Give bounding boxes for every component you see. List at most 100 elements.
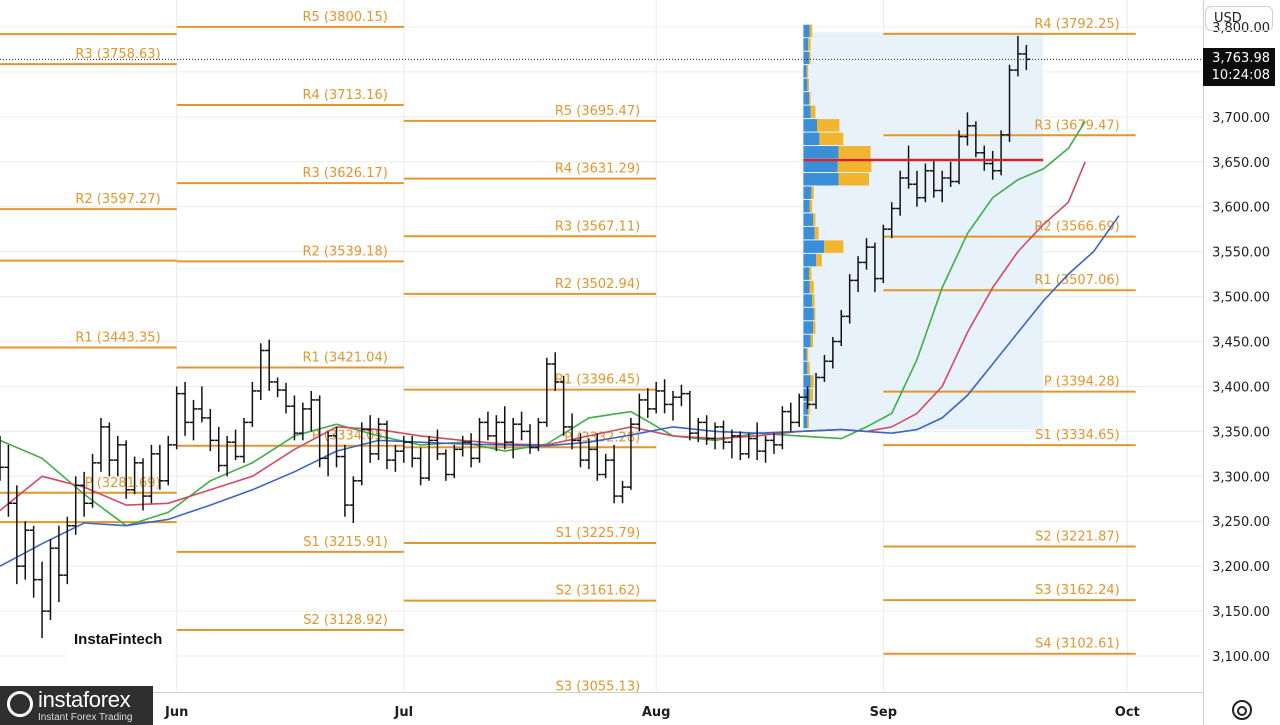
ohlc-bar — [29, 525, 38, 598]
ohlc-bar — [315, 395, 324, 468]
volume-bar-up — [803, 321, 814, 334]
current-price-value: 3,763.98 — [1212, 51, 1270, 67]
ohlc-bar — [862, 238, 871, 270]
volume-bar-up — [803, 132, 820, 146]
x-tick-label-oct: Oct — [1115, 705, 1140, 720]
ohlc-bar — [955, 130, 964, 185]
pivot-label-r3: R3 (3626.17) — [302, 166, 387, 181]
ohlc-bar — [963, 112, 972, 146]
volume-bar-up — [803, 173, 839, 186]
ohlc-bar — [63, 516, 72, 585]
volume-bar-up — [803, 388, 810, 402]
volume-bar-down — [808, 38, 811, 51]
ohlc-bar — [626, 417, 635, 490]
ohlc-bar — [938, 170, 947, 203]
ohlc-bar — [467, 433, 476, 468]
highlight-range — [803, 32, 1044, 430]
volume-bar-down — [824, 240, 844, 253]
ma-line-2 — [0, 215, 1120, 567]
pivot-levels: R3 (3758.63) R2 (3597.27) R1 (3443.35) P (3… — [0, 10, 1136, 698]
ohlc-bar — [769, 433, 778, 454]
pivot-label-s3: S3 (3162.24) — [1035, 583, 1120, 598]
volume-bar-down — [808, 402, 810, 415]
ohlc-bar — [559, 375, 568, 436]
volume-bar-up — [803, 38, 809, 51]
volume-bar-up — [803, 226, 815, 240]
x-tick-label-jun: Jun — [164, 705, 188, 720]
ohlc-bar — [904, 145, 913, 189]
y-tick-label: 3,600.00 — [1212, 201, 1270, 216]
y-tick-label: 3,800.00 — [1212, 21, 1270, 36]
volume-bar-up — [803, 240, 825, 253]
volume-bar-down — [809, 92, 811, 105]
volume-bar-down — [806, 348, 809, 361]
ohlc-bar — [349, 476, 358, 524]
ohlc-bar — [366, 415, 375, 463]
y-tick-label: 3,200.00 — [1212, 560, 1270, 575]
pivot-label-r4: R4 (3792.25) — [1034, 17, 1119, 32]
ohlc-bar — [38, 561, 47, 639]
y-tick-label: 3,100.00 — [1212, 650, 1270, 665]
ohlc-bar — [139, 458, 148, 511]
ohlc-bar — [542, 357, 551, 427]
y-tick-label: 3,300.00 — [1212, 470, 1270, 485]
volume-bar-up — [803, 402, 809, 415]
settings-gear-icon[interactable] — [1232, 700, 1252, 720]
pivot-label-r1: R1 (3443.35) — [75, 330, 160, 345]
pivot-label-r2: R2 (3566.69) — [1034, 220, 1119, 235]
volume-bar-up — [803, 280, 810, 294]
pivot-label-p: P (3394.28) — [1044, 375, 1120, 390]
ohlc-bar — [509, 417, 518, 459]
volume-bar-down — [819, 132, 844, 146]
pivot-label-r4: R4 (3713.16) — [302, 88, 387, 103]
ohlc-bar — [1005, 64, 1014, 142]
pivot-label-r1: R1 (3421.04) — [302, 351, 387, 366]
pivot-label-s1: S1 (3225.79) — [556, 526, 641, 541]
ohlc-bar — [416, 447, 425, 486]
volume-bar-down — [809, 267, 812, 280]
ohlc-bar — [795, 393, 804, 427]
y-tick-label: 3,350.00 — [1212, 425, 1270, 440]
volume-bar-down — [809, 388, 814, 402]
volume-bar-up — [803, 348, 807, 361]
grid-lines — [0, 0, 1203, 692]
currency-selector[interactable]: USD — [1205, 6, 1273, 31]
ohlc-bar — [248, 381, 257, 427]
instaforex-logo: instaforex Instant Forex Trading — [0, 686, 153, 725]
y-tick-label: 3,650.00 — [1212, 156, 1270, 171]
pivot-label-s4: S4 (3102.61) — [1035, 637, 1120, 652]
volume-bar-down — [811, 186, 814, 199]
ohlc-bar — [54, 525, 63, 603]
volume-bar-down — [810, 105, 816, 119]
pivot-label-s2: S2 (3128.92) — [303, 613, 388, 628]
current-price-badge: 3,763.98 10:24:08 — [1203, 48, 1275, 87]
ohlc-bar — [786, 402, 795, 432]
ohlc-bar — [122, 440, 131, 499]
ohlc-bar — [870, 242, 879, 293]
ohlc-bar — [500, 406, 509, 450]
pivot-label-s1: S1 (3215.91) — [303, 535, 388, 550]
volume-bar-up — [803, 146, 839, 159]
ohlc-bar — [946, 161, 955, 187]
pivot-label-r1: R1 (3507.06) — [1034, 273, 1119, 288]
volume-bar-down — [807, 415, 810, 429]
price-axis-panel — [1203, 0, 1280, 725]
ohlc-bar — [130, 456, 139, 495]
volume-bar-down — [810, 375, 814, 388]
ohlc-bar — [206, 408, 215, 452]
ohlc-bar — [147, 444, 156, 504]
y-tick-label: 3,500.00 — [1212, 291, 1270, 306]
ohlc-bar — [568, 413, 577, 450]
pivot-label-r3: R3 (3679.47) — [1034, 118, 1119, 133]
volume-bar-up — [803, 51, 810, 65]
ohlc-bar — [988, 150, 997, 180]
ohlc-bar — [803, 386, 812, 409]
volume-profile — [803, 24, 872, 429]
ohlc-bar — [576, 433, 585, 468]
volume-bar-up — [803, 307, 814, 321]
ohlc-bar — [1013, 35, 1022, 77]
ohlc-bar — [239, 417, 248, 463]
volume-bar-down — [837, 159, 872, 172]
